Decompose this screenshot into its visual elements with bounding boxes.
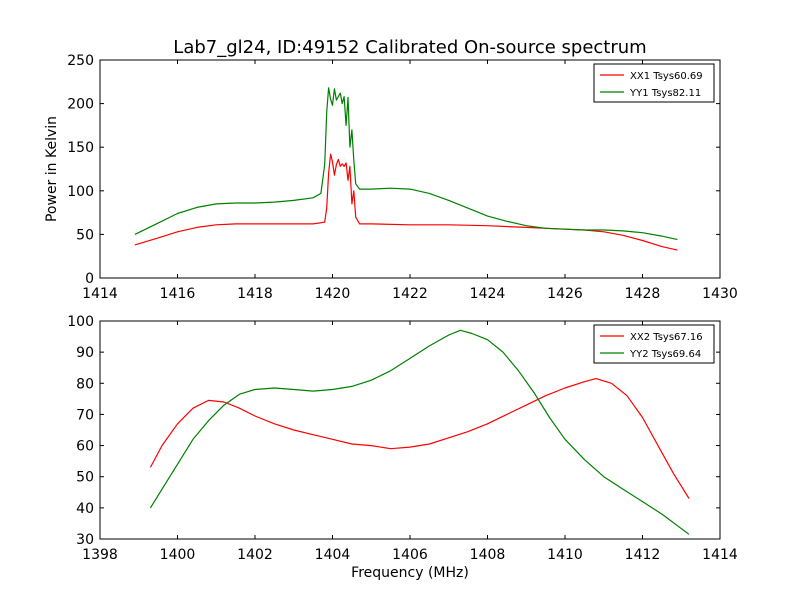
panel-1-y-tick-label: 50	[76, 227, 94, 243]
panel-2-y-tick-label: 100	[67, 314, 94, 330]
panel-2-y-tick-label: 90	[76, 345, 94, 361]
panel-1-x-tick-label: 1418	[237, 286, 273, 302]
panel-1-y-axis-label: Power in Kelvin	[44, 116, 60, 222]
panel-1-y-tick-label: 100	[67, 184, 94, 200]
panel-2-y-tick-label: 80	[76, 376, 94, 392]
panel-2-x-tick-label: 1398	[82, 547, 118, 563]
panel-1-x-tick-label: 1424	[470, 286, 506, 302]
panel-2-y-tick-label: 70	[76, 407, 94, 423]
panel-2-y-tick-label: 60	[76, 439, 94, 455]
panel-1-x-tick-label: 1428	[625, 286, 661, 302]
panel-2-x-tick-label: 1412	[625, 547, 661, 563]
chart-title: Lab7_gl24, ID:49152 Calibrated On-source…	[173, 37, 646, 58]
panel-2-x-tick-label: 1410	[547, 547, 583, 563]
panel-1-y-tick-label: 0	[85, 271, 94, 287]
panel-1-legend-label-1: XX1 Tsys60.69	[630, 71, 703, 82]
panel-1-series-line-1	[134, 153, 678, 251]
panel-2-legend-box	[593, 324, 715, 364]
panel-2-y-tick-label: 40	[76, 501, 94, 517]
panel-2-x-tick-label: 1406	[392, 547, 428, 563]
panel-1-x-tick-label: 1426	[547, 286, 583, 302]
panel-1-x-tick-label: 1416	[160, 286, 196, 302]
panel-2-x-axis-label: Frequency (MHz)	[351, 565, 469, 581]
panel-2-x-tick-label: 1408	[470, 547, 506, 563]
panel-1-y-tick-label: 200	[67, 97, 94, 113]
panel-1-series-line-2	[134, 87, 678, 241]
panel-1-x-tick-label: 1420	[315, 286, 351, 302]
panel-1-x-tick-label: 1422	[392, 286, 428, 302]
panel-2-x-tick-label: 1402	[237, 547, 273, 563]
panel-2-series-line-2	[149, 329, 690, 535]
panel-1-y-tick-label: 250	[67, 53, 94, 69]
panel-2-legend-label-2: YY2 Tsys69.64	[629, 349, 701, 360]
panel-1-y-tick-label: 150	[67, 140, 94, 156]
panel-2-x-tick-label: 1400	[160, 547, 196, 563]
panel-2-y-tick-label: 30	[76, 532, 94, 548]
panel-1-legend-label-2: YY1 Tsys82.11	[629, 88, 701, 99]
panel-2-x-tick-label: 1404	[315, 547, 351, 563]
panel-2-series-line-1	[149, 378, 690, 499]
panel-2-y-tick-label: 50	[76, 470, 94, 486]
panel-2-legend-label-1: XX2 Tsys67.16	[630, 332, 703, 343]
panel-1-x-tick-label: 1414	[82, 286, 118, 302]
panel-2-x-tick-label: 1414	[702, 547, 738, 563]
panel-1-x-tick-label: 1430	[702, 286, 738, 302]
panel-1-legend-box	[593, 63, 715, 103]
